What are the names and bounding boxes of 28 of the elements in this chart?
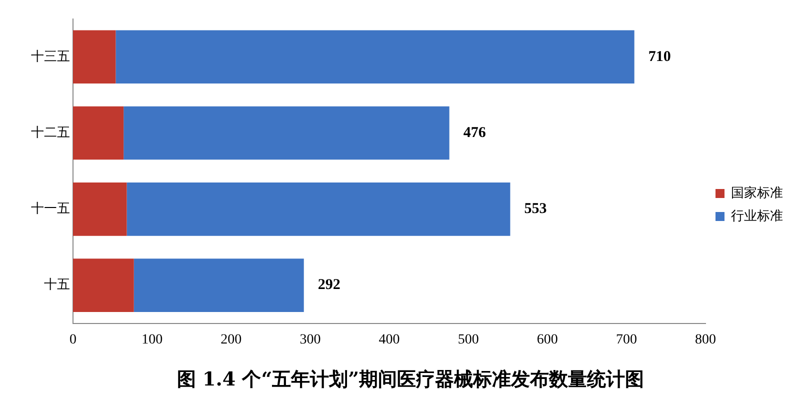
total-label: 476 (463, 124, 486, 141)
total-label: 292 (318, 277, 340, 294)
total-label: 553 (524, 201, 547, 218)
total-label: 710 (648, 48, 671, 65)
x-tick-label: 700 (616, 332, 637, 348)
y-tick-label: 十三五 (31, 49, 70, 64)
x-tick-label: 200 (220, 332, 242, 348)
bar (73, 182, 127, 236)
x-tick-label: 500 (458, 332, 479, 348)
legend-label: 行业标准 (731, 208, 783, 224)
bar (73, 106, 124, 160)
bar (134, 258, 304, 312)
text: 图 1.4 个“五年计划”期间医疗器械标准发布数量统计图 (176, 368, 644, 391)
legend-label: 国家标准 (731, 184, 783, 201)
x-tick-label: 800 (695, 332, 716, 348)
x-tick-label: 300 (300, 332, 321, 348)
y-tick-label: 十一五 (31, 202, 70, 217)
x-tick-label: 400 (378, 332, 400, 348)
x-tick-label: 100 (142, 332, 163, 348)
y-tick-label: 十二五 (31, 125, 70, 140)
y-tick-label: 十五 (44, 278, 70, 293)
bar (124, 106, 450, 160)
bar (73, 30, 116, 84)
bar (126, 182, 510, 236)
x-tick-label: 600 (536, 332, 558, 348)
bar (116, 30, 634, 84)
x-tick-label: 0 (70, 332, 76, 348)
bar (73, 258, 134, 312)
